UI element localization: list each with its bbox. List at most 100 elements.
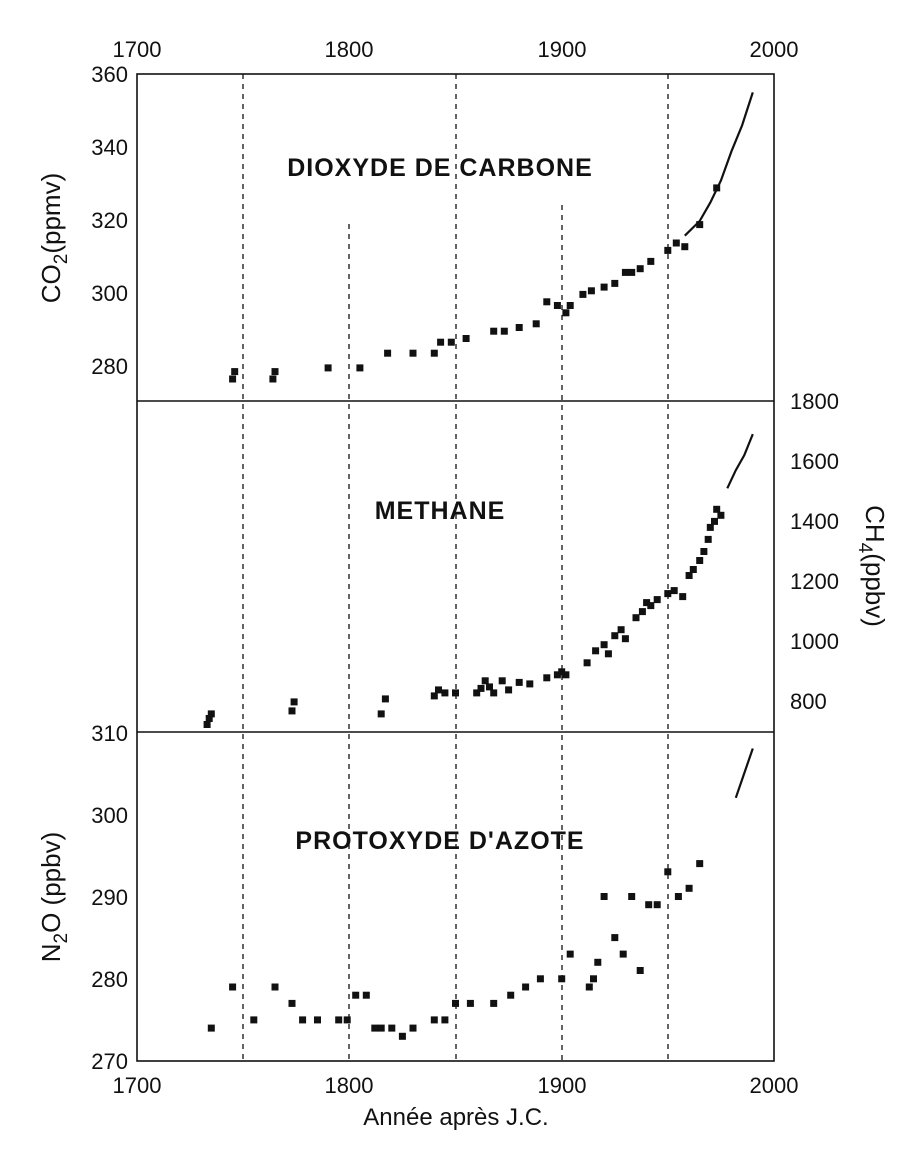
n2o-data-point bbox=[352, 991, 360, 999]
co2-data-point bbox=[500, 327, 508, 335]
ch4-data-point bbox=[713, 505, 721, 513]
co2-data-point bbox=[553, 302, 561, 309]
n2o-data-point bbox=[398, 1032, 406, 1040]
co2-data-point bbox=[681, 243, 689, 251]
co2-data-point bbox=[600, 283, 608, 291]
n2o-data-point bbox=[430, 1016, 438, 1024]
ch4-data-point bbox=[664, 590, 672, 598]
ch4-y-tick-1200: 1200 bbox=[790, 569, 839, 594]
co2-data-point bbox=[437, 338, 445, 346]
ch4-data-point bbox=[486, 683, 493, 691]
n2o-data-point bbox=[590, 975, 597, 983]
ch4-data-point bbox=[481, 677, 489, 685]
ch4-y-axis: 800 1000 1200 1400 1600 1800 bbox=[790, 389, 839, 714]
ch4-recent-curve bbox=[726, 433, 754, 489]
n2o-data-point bbox=[522, 983, 530, 991]
ch4-data-point bbox=[441, 689, 449, 697]
co2-data-point bbox=[647, 257, 655, 265]
x-tick-bottom-2000: 2000 bbox=[750, 1073, 799, 1098]
ch4-data-point bbox=[430, 692, 438, 700]
ch4-data-point bbox=[477, 684, 485, 692]
ch4-label-sub: 4 bbox=[854, 543, 875, 554]
n2o-data-point bbox=[566, 950, 574, 958]
co2-data-point bbox=[611, 279, 619, 287]
ch4-data-point bbox=[583, 659, 591, 667]
ch4-data-point bbox=[490, 689, 498, 697]
co2-y-tick-360: 360 bbox=[91, 62, 128, 87]
n2o-data-point bbox=[600, 893, 608, 900]
n2o-data-point bbox=[585, 983, 593, 991]
co2-y-axis-label: CO2(ppmv) bbox=[36, 173, 72, 303]
n2o-data-point bbox=[558, 975, 566, 983]
co2-data-point bbox=[430, 349, 438, 357]
co2-data-point bbox=[515, 324, 523, 331]
gridlines bbox=[242, 74, 669, 1061]
n2o-recent-curve bbox=[734, 748, 754, 799]
n2o-data-point bbox=[674, 893, 682, 900]
n2o-data-point bbox=[619, 950, 627, 958]
ch4-data-point bbox=[526, 680, 534, 688]
n2o-data-point bbox=[685, 884, 693, 892]
n2o-data-point bbox=[664, 868, 672, 876]
co2-data-point bbox=[356, 364, 364, 372]
n2o-data-point bbox=[466, 999, 474, 1007]
n2o-data-point bbox=[594, 958, 602, 966]
ch4-data-point bbox=[679, 593, 687, 601]
ch4-data-point bbox=[562, 671, 570, 679]
n2o-data-point bbox=[335, 1016, 343, 1024]
ch4-data-point bbox=[647, 602, 655, 610]
n2o-panel-title: PROTOXYDE D'AZOTE bbox=[295, 827, 584, 855]
n2o-y-tick-300: 300 bbox=[91, 803, 128, 828]
co2-data-point bbox=[324, 364, 332, 372]
ch4-data-point bbox=[203, 721, 211, 728]
ch4-data-point bbox=[689, 566, 697, 573]
n2o-data-point bbox=[452, 999, 459, 1007]
n2o-label-sub: 2 bbox=[51, 933, 72, 944]
n2o-y-axis-label: N2O (ppbv) bbox=[36, 832, 72, 963]
ch4-data-point bbox=[381, 695, 389, 703]
co2-data-point bbox=[543, 298, 551, 306]
co2-y-tick-320: 320 bbox=[91, 208, 128, 233]
ch4-data-point bbox=[288, 707, 296, 715]
co2-data-point bbox=[672, 239, 680, 247]
ch4-data-point bbox=[543, 674, 551, 682]
n2o-data-point bbox=[536, 975, 544, 983]
n2o-data-point bbox=[299, 1016, 307, 1024]
n2o-data-point bbox=[507, 991, 515, 999]
x-axis-top: 1700 1800 1900 2000 bbox=[113, 37, 799, 62]
co2-data-point bbox=[587, 287, 595, 295]
co2-data-point bbox=[462, 335, 470, 342]
n2o-label-main: N bbox=[36, 943, 66, 962]
n2o-data-point bbox=[490, 999, 498, 1007]
ch4-data-point bbox=[704, 535, 712, 543]
ch4-data-point bbox=[205, 715, 213, 722]
data-marks bbox=[203, 92, 754, 1040]
co2-data-point bbox=[636, 265, 644, 273]
co2-y-tick-340: 340 bbox=[91, 135, 128, 160]
co2-data-point bbox=[447, 338, 455, 346]
ch4-y-tick-1400: 1400 bbox=[790, 509, 839, 534]
ch4-data-point bbox=[685, 572, 693, 579]
co2-data-point bbox=[628, 268, 636, 276]
x-tick-bottom-1700: 1700 bbox=[113, 1073, 162, 1098]
ch4-data-point bbox=[711, 517, 718, 525]
n2o-data-point bbox=[636, 967, 644, 974]
n2o-data-point bbox=[314, 1016, 321, 1024]
ch4-data-point bbox=[706, 523, 714, 531]
ch4-data-point bbox=[653, 596, 661, 604]
n2o-data-point bbox=[371, 1024, 379, 1032]
n2o-data-point bbox=[645, 901, 653, 909]
n2o-data-point bbox=[441, 1016, 449, 1024]
ch4-data-point bbox=[558, 668, 566, 676]
ch4-data-point bbox=[643, 599, 651, 607]
ch4-data-point bbox=[621, 635, 629, 643]
ch4-data-point bbox=[290, 698, 298, 706]
n2o-data-point bbox=[250, 1016, 258, 1024]
co2-data-point bbox=[532, 320, 540, 328]
ch4-data-point bbox=[611, 632, 619, 640]
ch4-data-point bbox=[377, 710, 385, 718]
x-axis-bottom: 1700 1800 1900 2000 bbox=[113, 1073, 799, 1098]
co2-data-point bbox=[231, 368, 239, 376]
